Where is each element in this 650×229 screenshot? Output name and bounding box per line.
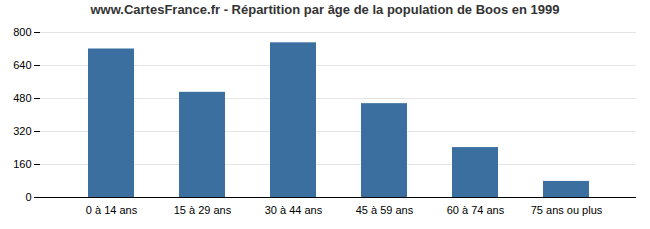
svg-text:640: 640: [13, 59, 31, 71]
svg-text:75 ans ou plus: 75 ans ou plus: [531, 204, 603, 216]
svg-text:45 à 59 ans: 45 à 59 ans: [356, 204, 414, 216]
svg-text:60 à 74 ans: 60 à 74 ans: [447, 204, 505, 216]
svg-text:30 à 44 ans: 30 à 44 ans: [265, 204, 323, 216]
svg-text:15 à 29 ans: 15 à 29 ans: [174, 204, 232, 216]
svg-text:320: 320: [13, 125, 31, 137]
svg-text:480: 480: [13, 92, 31, 104]
svg-text:160: 160: [13, 158, 31, 170]
svg-text:800: 800: [13, 26, 31, 38]
html-text:www.CartesFrance.fr - Répartit: www.CartesFrance.fr - Répartition par âg…: [90, 2, 560, 17]
svg-text:0 à 14 ans: 0 à 14 ans: [86, 204, 138, 216]
svg-text:0: 0: [25, 191, 31, 203]
